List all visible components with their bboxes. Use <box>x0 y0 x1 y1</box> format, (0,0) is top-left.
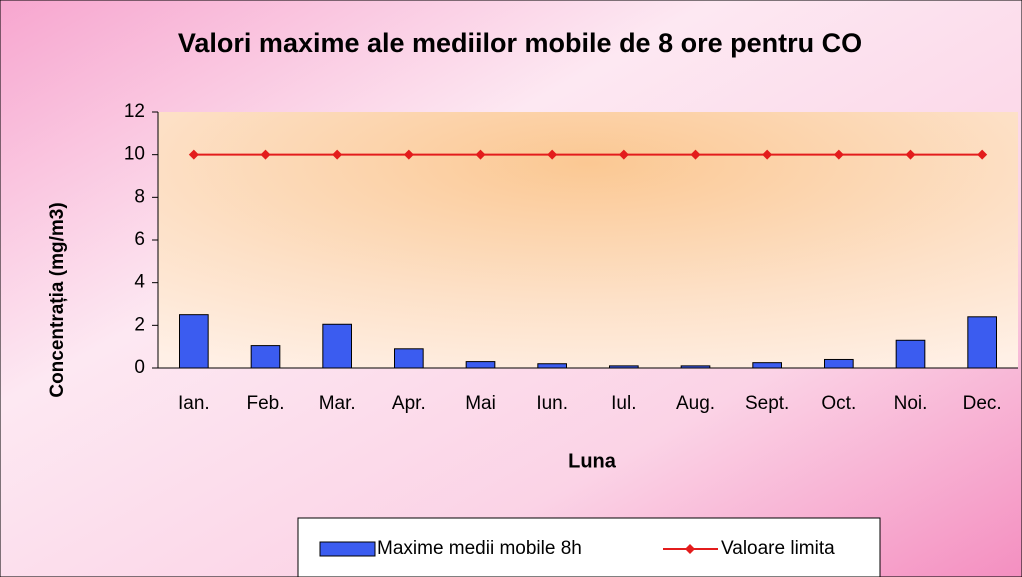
bar <box>537 363 567 369</box>
x-tick-label: Mar. <box>319 393 356 414</box>
y-tick-label: 6 <box>134 229 145 250</box>
y-tick-label: 8 <box>134 186 145 207</box>
line-marker <box>833 149 844 160</box>
line-marker <box>332 149 343 160</box>
line-marker <box>403 149 414 160</box>
line-marker <box>762 149 773 160</box>
line-marker <box>547 149 558 160</box>
y-tick-label: 0 <box>134 357 145 378</box>
legend-label: Valoare limita <box>721 538 835 559</box>
x-tick-label: Ian. <box>178 393 210 414</box>
x-tick-label: Aug. <box>676 393 715 414</box>
bar <box>752 362 782 369</box>
y-axis-label: Concentrația (mg/m3) <box>47 202 68 397</box>
x-tick-label: Mai <box>465 393 496 414</box>
line-marker <box>260 149 271 160</box>
x-tick-label: Sept. <box>745 393 789 414</box>
bar <box>250 345 281 369</box>
line-marker <box>188 149 199 160</box>
legend-box <box>297 517 881 577</box>
legend-swatch <box>319 541 376 557</box>
x-tick-label: Apr. <box>392 393 426 414</box>
bar <box>609 365 639 369</box>
y-tick-label: 10 <box>124 144 145 165</box>
line-marker <box>475 149 486 160</box>
line-marker <box>618 149 629 160</box>
legend-swatch-marker <box>685 544 695 554</box>
x-tick-label: Feb. <box>246 393 284 414</box>
x-tick-label: Noi. <box>894 393 928 414</box>
bar <box>967 316 997 369</box>
y-tick-label: 4 <box>134 272 145 293</box>
bar <box>465 361 496 369</box>
x-tick-label: Iun. <box>536 393 568 414</box>
plot-area <box>158 112 1018 368</box>
bar <box>322 323 353 369</box>
x-tick-label: Dec. <box>963 393 1002 414</box>
bar <box>895 339 926 369</box>
bar <box>394 348 424 369</box>
line-marker <box>905 149 916 160</box>
x-tick-label: Iul. <box>611 393 636 414</box>
bar <box>680 365 711 369</box>
y-tick-label: 12 <box>124 101 145 122</box>
x-tick-label: Oct. <box>821 393 856 414</box>
x-axis-label: Luna <box>568 450 617 472</box>
y-tick-label: 2 <box>134 314 145 335</box>
legend-label: Maxime medii mobile 8h <box>377 538 582 559</box>
bar <box>179 314 209 369</box>
line-marker <box>690 149 701 160</box>
chart-title: Valori maxime ale mediilor mobile de 8 o… <box>177 28 863 58</box>
line-marker <box>977 149 988 160</box>
bar <box>824 358 854 369</box>
